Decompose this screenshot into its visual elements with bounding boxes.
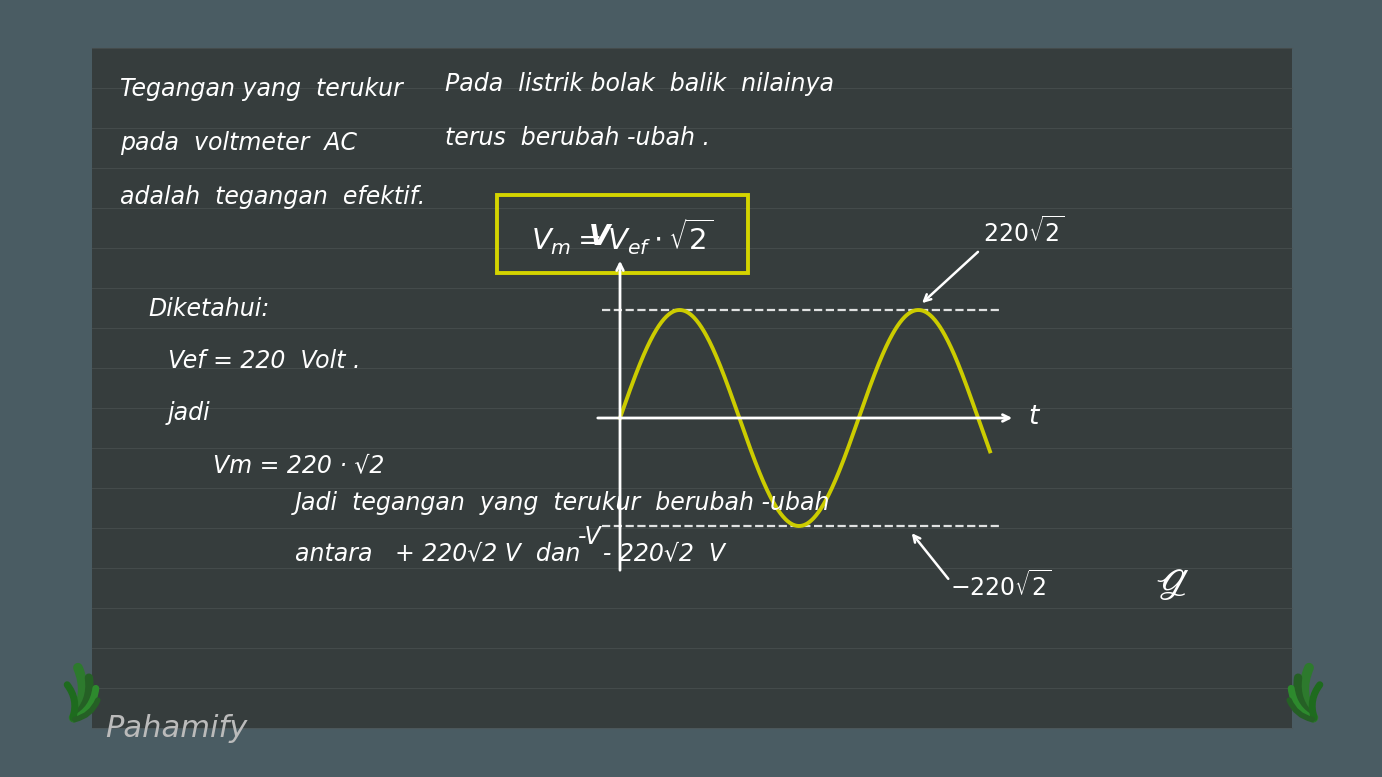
Text: jadi: jadi [169, 401, 210, 425]
Text: Pahamify: Pahamify [105, 714, 247, 743]
Text: Vef = 220  Volt .: Vef = 220 Volt . [169, 349, 361, 373]
Text: Diketahui:: Diketahui: [148, 297, 269, 321]
Text: -V: -V [578, 525, 601, 549]
Text: $\mathscr{g}$: $\mathscr{g}$ [1155, 557, 1189, 602]
Text: terus  berubah -ubah .: terus berubah -ubah . [445, 126, 710, 150]
Text: Vm = 220 · √2: Vm = 220 · √2 [169, 453, 384, 477]
Text: V: V [589, 223, 611, 251]
Text: $-220\sqrt{2}$: $-220\sqrt{2}$ [949, 570, 1052, 601]
Text: Tegangan yang  terukur: Tegangan yang terukur [120, 77, 404, 101]
Text: $V_m= V_{ef}\cdot\sqrt{2}$: $V_m= V_{ef}\cdot\sqrt{2}$ [532, 217, 713, 257]
Text: $220\sqrt{2}$: $220\sqrt{2}$ [983, 217, 1064, 247]
Text: t: t [1028, 404, 1038, 430]
Text: Pada  listrik bolak  balik  nilainya: Pada listrik bolak balik nilainya [445, 72, 833, 96]
Text: pada  voltmeter  AC: pada voltmeter AC [120, 131, 357, 155]
Text: Jadi  tegangan  yang  terukur  berubah -ubah: Jadi tegangan yang terukur berubah -ubah [294, 491, 831, 515]
Text: adalah  tegangan  efektif.: adalah tegangan efektif. [120, 185, 426, 209]
Text: antara   + 220√2 V  dan   - 220√2  V: antara + 220√2 V dan - 220√2 V [294, 541, 726, 565]
Bar [93, 48, 1292, 728]
